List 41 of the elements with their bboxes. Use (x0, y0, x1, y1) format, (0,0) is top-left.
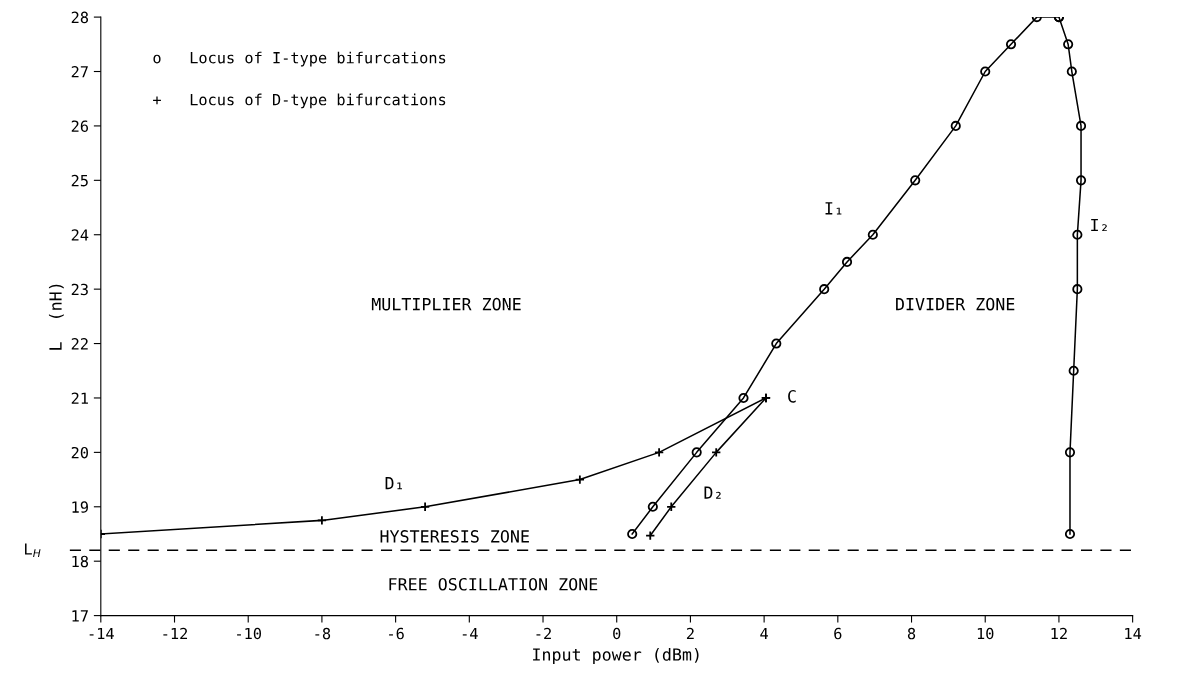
y-tick-label: 20 (71, 446, 89, 459)
y-tick-label: 28 (71, 11, 89, 24)
series-label: D₁ (385, 477, 402, 490)
x-tick-label: -8 (315, 627, 331, 640)
x-tick-label: 0 (613, 627, 621, 640)
y-tick-label: 18 (72, 555, 89, 568)
x-tick-label: -12 (163, 627, 188, 640)
annotation: + Locus of D-type bifurcations (153, 93, 446, 109)
x-tick-label: 6 (834, 627, 842, 640)
annotation: MULTIPLIER ZONE (371, 297, 521, 311)
series-label: I₁ (825, 202, 842, 215)
x-tick-label: 2 (686, 627, 694, 640)
annotation: DIVIDER ZONE (896, 297, 1015, 311)
x-tick-label: 4 (760, 627, 768, 640)
x-tick-label: -4 (462, 627, 478, 640)
x-tick-label: 8 (907, 627, 916, 640)
annotation: HYSTERESIS ZONE (380, 530, 529, 543)
x-tick-label: 12 (1051, 627, 1067, 640)
x-tick-label: -2 (536, 627, 551, 640)
y-axis-title: L (nH) (48, 284, 64, 350)
y-tick-label: 21 (71, 392, 88, 404)
x-axis-title: Input power (dBm) (533, 647, 699, 665)
ref-line-label: L$_{H}$ (25, 543, 41, 558)
y-tick-label: 19 (72, 501, 88, 513)
y-tick-label: 23 (71, 283, 88, 296)
annotation: FREE OSCILLATION ZONE (389, 577, 598, 591)
annotation: o Locus of I-type bifurcations (153, 51, 446, 67)
y-tick-label: 27 (71, 66, 88, 78)
x-tick-label: -6 (389, 627, 404, 640)
x-tick-label: -10 (237, 627, 262, 640)
x-tick-label: -14 (89, 627, 114, 640)
y-tick-label: 24 (71, 229, 89, 241)
y-tick-label: 22 (71, 338, 88, 350)
annotation: C (788, 390, 796, 403)
x-tick-label: 10 (977, 627, 994, 640)
series-label: D₂ (704, 486, 721, 499)
x-tick-label: 14 (1125, 627, 1142, 640)
y-tick-label: 26 (71, 120, 89, 132)
series-label: I₂ (1091, 218, 1107, 232)
y-tick-label: 25 (71, 174, 88, 187)
y-tick-label: 17 (72, 610, 88, 622)
